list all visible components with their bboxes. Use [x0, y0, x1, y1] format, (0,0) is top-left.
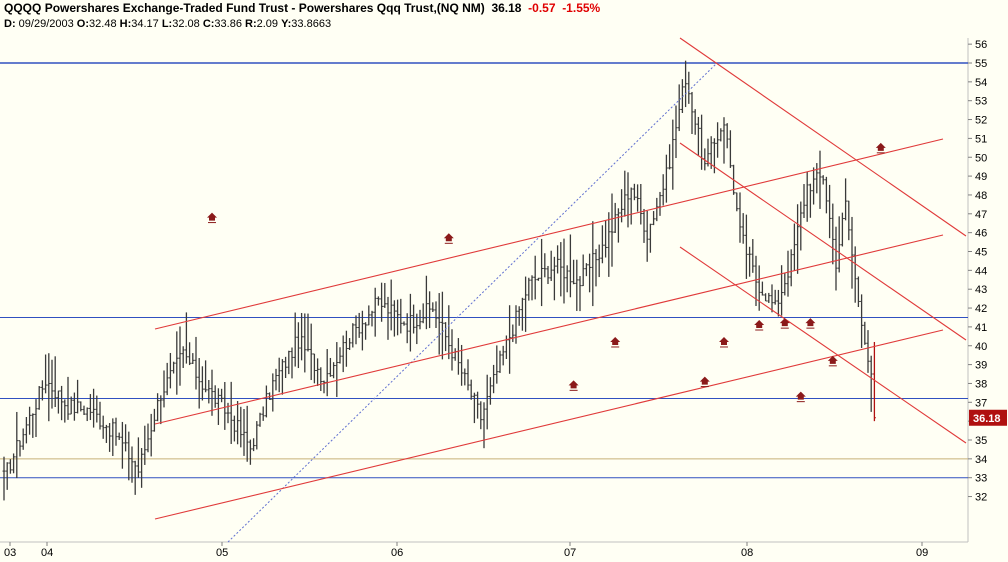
price-tick-label: 37	[975, 397, 987, 409]
price-tick-label: 45	[975, 247, 987, 259]
time-tick-label: 03	[4, 547, 16, 559]
signal-marker-icon	[795, 391, 806, 403]
price-tick-label: 54	[975, 77, 987, 89]
y-value: 33.8663	[291, 18, 332, 30]
marker-arrow	[207, 212, 217, 221]
price-tick-label: 55	[975, 58, 987, 70]
time-tick-label: 07	[564, 547, 576, 559]
change: -0.57	[528, 1, 556, 15]
range-label: R:	[245, 18, 257, 30]
price-tick-label: 42	[975, 303, 987, 315]
signal-marker-icon	[779, 318, 790, 329]
last-price-label: 36.18	[973, 413, 1001, 425]
security-name: Powershares Exchange-Traded Fund Trust -…	[44, 1, 485, 15]
ohlc-bars-layer	[2, 60, 876, 501]
price-tick-label: 34	[975, 454, 987, 466]
price-tick-label: 44	[975, 265, 987, 277]
channel-line	[154, 138, 944, 330]
title-line: QQQQ Powershares Exchange-Traded Fund Tr…	[4, 1, 600, 15]
price-tick-label: 43	[975, 284, 987, 296]
price-tick-label: 48	[975, 190, 987, 202]
price-tick-label: 53	[975, 96, 987, 108]
high-label: H:	[119, 18, 132, 30]
price-tick-label: 41	[975, 322, 987, 334]
channel-line	[154, 234, 944, 425]
marker-arrow	[827, 355, 838, 364]
open-label: O:	[76, 18, 90, 30]
open-value: 32.48	[89, 18, 117, 30]
marker-arrow	[719, 336, 729, 345]
close-label: C:	[202, 18, 215, 30]
axis-layer: 3233343536373839404142434445464748495051…	[4, 39, 1007, 559]
price-tick-label: 56	[975, 39, 987, 51]
close-value: 33.86	[214, 18, 242, 30]
time-tick-label: 09	[916, 547, 928, 559]
drawing-tools-layer	[154, 37, 967, 543]
signal-marker-icon	[827, 355, 838, 367]
marker-arrow	[568, 380, 579, 389]
signal-marker-icon	[568, 380, 579, 391]
signal-marker-icon	[207, 212, 217, 224]
ohlc-info-line: D: 09/29/2003 O:32.48 H:34.17 L:32.08 C:…	[4, 18, 331, 30]
channel-line	[154, 329, 944, 520]
chart-header: QQQQ Powershares Exchange-Traded Fund Tr…	[0, 0, 1008, 36]
y-label: Y:	[281, 18, 292, 30]
grid-layer	[0, 38, 969, 543]
signal-marker-icon	[805, 318, 816, 329]
price-tick-label: 47	[975, 209, 987, 221]
price-tick-label: 32	[975, 492, 987, 504]
signal-marker-icon	[610, 336, 621, 348]
date-label: D:	[4, 18, 16, 30]
signal-marker-icon	[754, 320, 765, 331]
marker-arrow	[443, 233, 454, 242]
last-price: 36.18	[491, 1, 522, 15]
date-value: 09/29/2003	[18, 18, 74, 30]
time-tick-label: 08	[741, 547, 753, 559]
time-tick-label: 04	[41, 547, 53, 559]
marker-arrow	[610, 336, 621, 345]
price-tick-label: 46	[975, 228, 987, 240]
signal-marker-icon	[719, 336, 729, 348]
price-tick-label: 35	[975, 435, 987, 447]
time-tick-label: 06	[391, 547, 403, 559]
marker-arrow	[795, 391, 806, 400]
signal-marker-icon	[699, 376, 710, 388]
marker-arrow	[699, 376, 710, 385]
change-percent: -1.55%	[562, 1, 601, 15]
marker-arrow	[875, 142, 886, 151]
price-tick-label: 39	[975, 360, 987, 372]
price-tick-label: 49	[975, 171, 987, 183]
channel-line	[679, 37, 967, 237]
low-label: L:	[161, 18, 173, 30]
marker-arrow	[805, 318, 816, 327]
signal-marker-icon	[875, 142, 886, 154]
price-tick-label: 33	[975, 473, 987, 485]
markers-layer	[207, 142, 886, 403]
price-tick-label: 52	[975, 115, 987, 127]
high-value: 34.17	[131, 18, 159, 30]
channel-line	[679, 246, 967, 444]
dotted-trendline	[227, 62, 718, 543]
last-price-box	[969, 409, 1007, 426]
price-tick-label: 51	[975, 133, 987, 145]
marker-arrow	[779, 318, 790, 327]
time-tick-label: 05	[216, 547, 228, 559]
signal-marker-icon	[443, 233, 454, 244]
price-tick-label: 40	[975, 341, 987, 353]
price-tick-label: 50	[975, 152, 987, 164]
marker-arrow	[754, 320, 765, 329]
channel-line	[679, 142, 967, 341]
price-tick-label: 38	[975, 378, 987, 390]
low-value: 32.08	[172, 18, 200, 30]
range-value: 2.09	[256, 18, 279, 30]
symbol: QQQQ	[4, 1, 42, 15]
